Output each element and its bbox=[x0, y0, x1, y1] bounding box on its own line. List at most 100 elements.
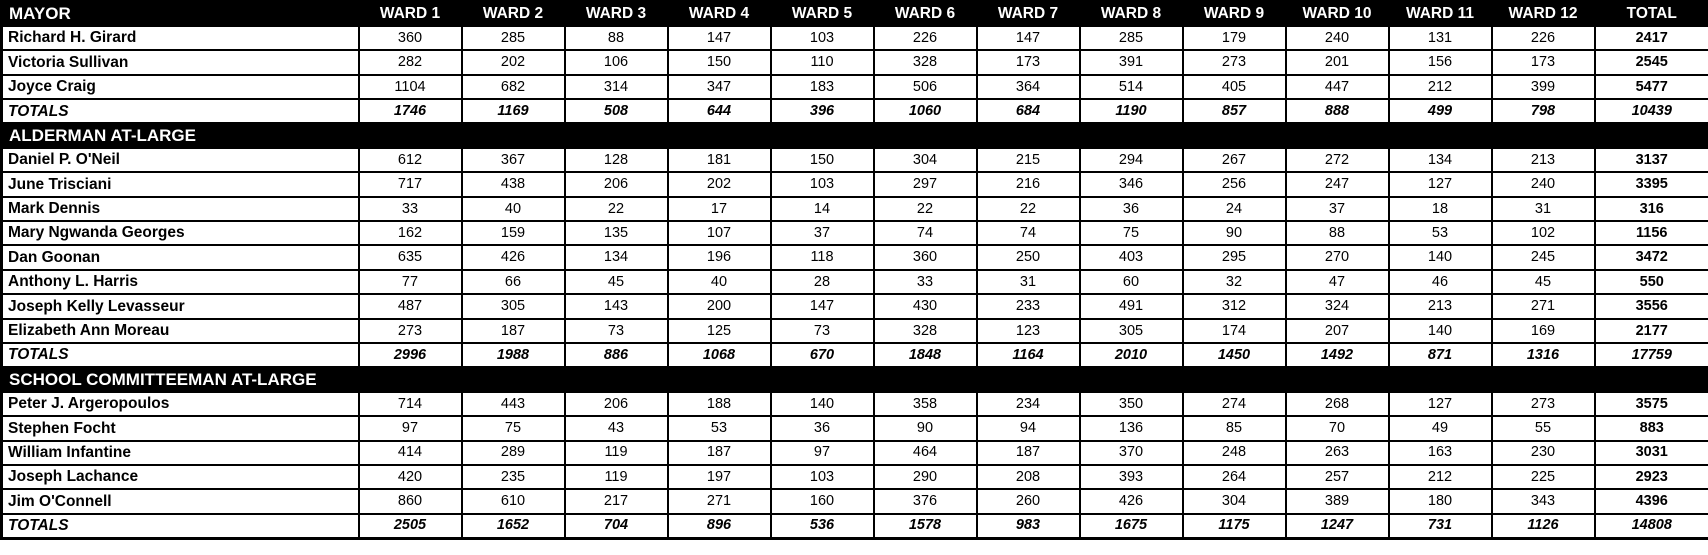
ward-total: 2996 bbox=[357, 341, 463, 369]
ward-value: 37 bbox=[1284, 195, 1390, 223]
ward-value: 140 bbox=[769, 390, 875, 418]
ward-value: 271 bbox=[1490, 293, 1596, 320]
ward-value: 119 bbox=[563, 463, 669, 491]
ward-value: 304 bbox=[1181, 488, 1287, 515]
ward-value: 97 bbox=[357, 415, 463, 442]
ward-value: 103 bbox=[769, 463, 875, 491]
ward-value: 97 bbox=[769, 439, 875, 466]
ward-value: 127 bbox=[1387, 390, 1493, 418]
ward-value: 376 bbox=[872, 488, 978, 515]
ward-value: 256 bbox=[1181, 171, 1287, 198]
row-total: 883 bbox=[1593, 415, 1708, 442]
ward-value: 119 bbox=[563, 439, 669, 466]
ward-value: 202 bbox=[666, 171, 772, 198]
ward-total: 1652 bbox=[460, 512, 566, 540]
totals-label: TOTALS bbox=[0, 512, 360, 540]
row-total: 3031 bbox=[1593, 439, 1708, 466]
candidate-name: Elizabeth Ann Moreau bbox=[0, 317, 360, 344]
ward-value: 305 bbox=[1078, 317, 1184, 344]
row-total: 2923 bbox=[1593, 463, 1708, 491]
ward-value: 33 bbox=[872, 268, 978, 296]
ward-value: 426 bbox=[460, 244, 566, 271]
ward-total: 1060 bbox=[872, 98, 978, 125]
ward-value: 487 bbox=[357, 293, 463, 320]
ward-value: 635 bbox=[357, 244, 463, 271]
ward-value: 245 bbox=[1490, 244, 1596, 271]
ward-value: 247 bbox=[1284, 171, 1390, 198]
ward-total: 888 bbox=[1284, 98, 1390, 125]
ward-value: 610 bbox=[460, 488, 566, 515]
ward-value: 173 bbox=[975, 49, 1081, 76]
ward-value: 147 bbox=[769, 293, 875, 320]
ward-value: 263 bbox=[1284, 439, 1390, 466]
ward-value: 226 bbox=[1490, 24, 1596, 52]
ward-value: 414 bbox=[357, 439, 463, 466]
ward-value: 212 bbox=[1387, 73, 1493, 101]
ward-value: 180 bbox=[1387, 488, 1493, 515]
ward-value: 45 bbox=[1490, 268, 1596, 296]
ward-value: 134 bbox=[1387, 146, 1493, 174]
ward-total: 1450 bbox=[1181, 341, 1287, 369]
ward-value: 514 bbox=[1078, 73, 1184, 101]
ward-value: 88 bbox=[1284, 219, 1390, 247]
ward-total: 2505 bbox=[357, 512, 463, 540]
row-total: 2177 bbox=[1593, 317, 1708, 344]
totals-label: TOTALS bbox=[0, 341, 360, 369]
ward-header: WARD 8 bbox=[1078, 0, 1184, 27]
ward-value: 28 bbox=[769, 268, 875, 296]
candidate-row: June Trisciani 717 438 206 202 103 297 216 346 25… bbox=[0, 171, 1708, 198]
ward-value: 36 bbox=[769, 415, 875, 442]
ward-value: 248 bbox=[1181, 439, 1287, 466]
ward-value: 73 bbox=[769, 317, 875, 344]
ward-total: 1578 bbox=[872, 512, 978, 540]
ward-value: 103 bbox=[769, 171, 875, 198]
candidate-name: Mark Dennis bbox=[0, 195, 360, 223]
totals-row: TOTALS 1746 1169 508 644 396 1060 684 1190 857 888… bbox=[0, 98, 1708, 125]
ward-value: 273 bbox=[357, 317, 463, 344]
ward-value: 305 bbox=[460, 293, 566, 320]
ward-value: 682 bbox=[460, 73, 566, 101]
totals-label: TOTALS bbox=[0, 98, 360, 125]
ward-value: 260 bbox=[975, 488, 1081, 515]
ward-value: 123 bbox=[975, 317, 1081, 344]
ward-value: 324 bbox=[1284, 293, 1390, 320]
row-total: 3395 bbox=[1593, 171, 1708, 198]
ward-value: 143 bbox=[563, 293, 669, 320]
ward-value: 135 bbox=[563, 219, 669, 247]
ward-value: 174 bbox=[1181, 317, 1287, 344]
candidate-name: Stephen Focht bbox=[0, 415, 360, 442]
row-total: 2545 bbox=[1593, 49, 1708, 76]
ward-value: 343 bbox=[1490, 488, 1596, 515]
ward-value: 268 bbox=[1284, 390, 1390, 418]
ward-value: 118 bbox=[769, 244, 875, 271]
ward-value: 37 bbox=[769, 219, 875, 247]
ward-value: 289 bbox=[460, 439, 566, 466]
ward-value: 90 bbox=[872, 415, 978, 442]
candidate-name: June Trisciani bbox=[0, 171, 360, 198]
candidate-name: Jim O'Connell bbox=[0, 488, 360, 515]
ward-header: WARD 9 bbox=[1181, 0, 1287, 27]
ward-value: 73 bbox=[563, 317, 669, 344]
ward-value: 53 bbox=[666, 415, 772, 442]
candidate-name: Joseph Kelly Levasseur bbox=[0, 293, 360, 320]
ward-value: 200 bbox=[666, 293, 772, 320]
ward-total: 1988 bbox=[460, 341, 566, 369]
ward-value: 273 bbox=[1490, 390, 1596, 418]
section-title: ALDERMAN AT-LARGE bbox=[0, 122, 1708, 149]
ward-value: 358 bbox=[872, 390, 978, 418]
ward-total: 1316 bbox=[1490, 341, 1596, 369]
ward-value: 201 bbox=[1284, 49, 1390, 76]
ward-total: 798 bbox=[1490, 98, 1596, 125]
ward-value: 264 bbox=[1181, 463, 1287, 491]
ward-value: 295 bbox=[1181, 244, 1287, 271]
ward-value: 430 bbox=[872, 293, 978, 320]
section-title: MAYOR bbox=[0, 0, 360, 27]
column-header-row: MAYOR WARD 1 WARD 2 WARD 3 WARD 4 WARD 5 WARD … bbox=[0, 0, 1708, 27]
ward-total: 1492 bbox=[1284, 341, 1390, 369]
ward-total: 1190 bbox=[1078, 98, 1184, 125]
ward-value: 85 bbox=[1181, 415, 1287, 442]
ward-value: 314 bbox=[563, 73, 669, 101]
ward-value: 240 bbox=[1284, 24, 1390, 52]
ward-value: 235 bbox=[460, 463, 566, 491]
ward-total: 499 bbox=[1387, 98, 1493, 125]
